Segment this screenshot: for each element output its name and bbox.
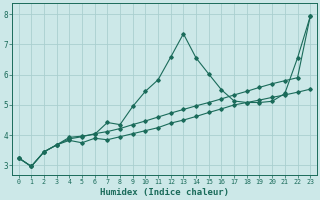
X-axis label: Humidex (Indice chaleur): Humidex (Indice chaleur) xyxy=(100,188,229,197)
